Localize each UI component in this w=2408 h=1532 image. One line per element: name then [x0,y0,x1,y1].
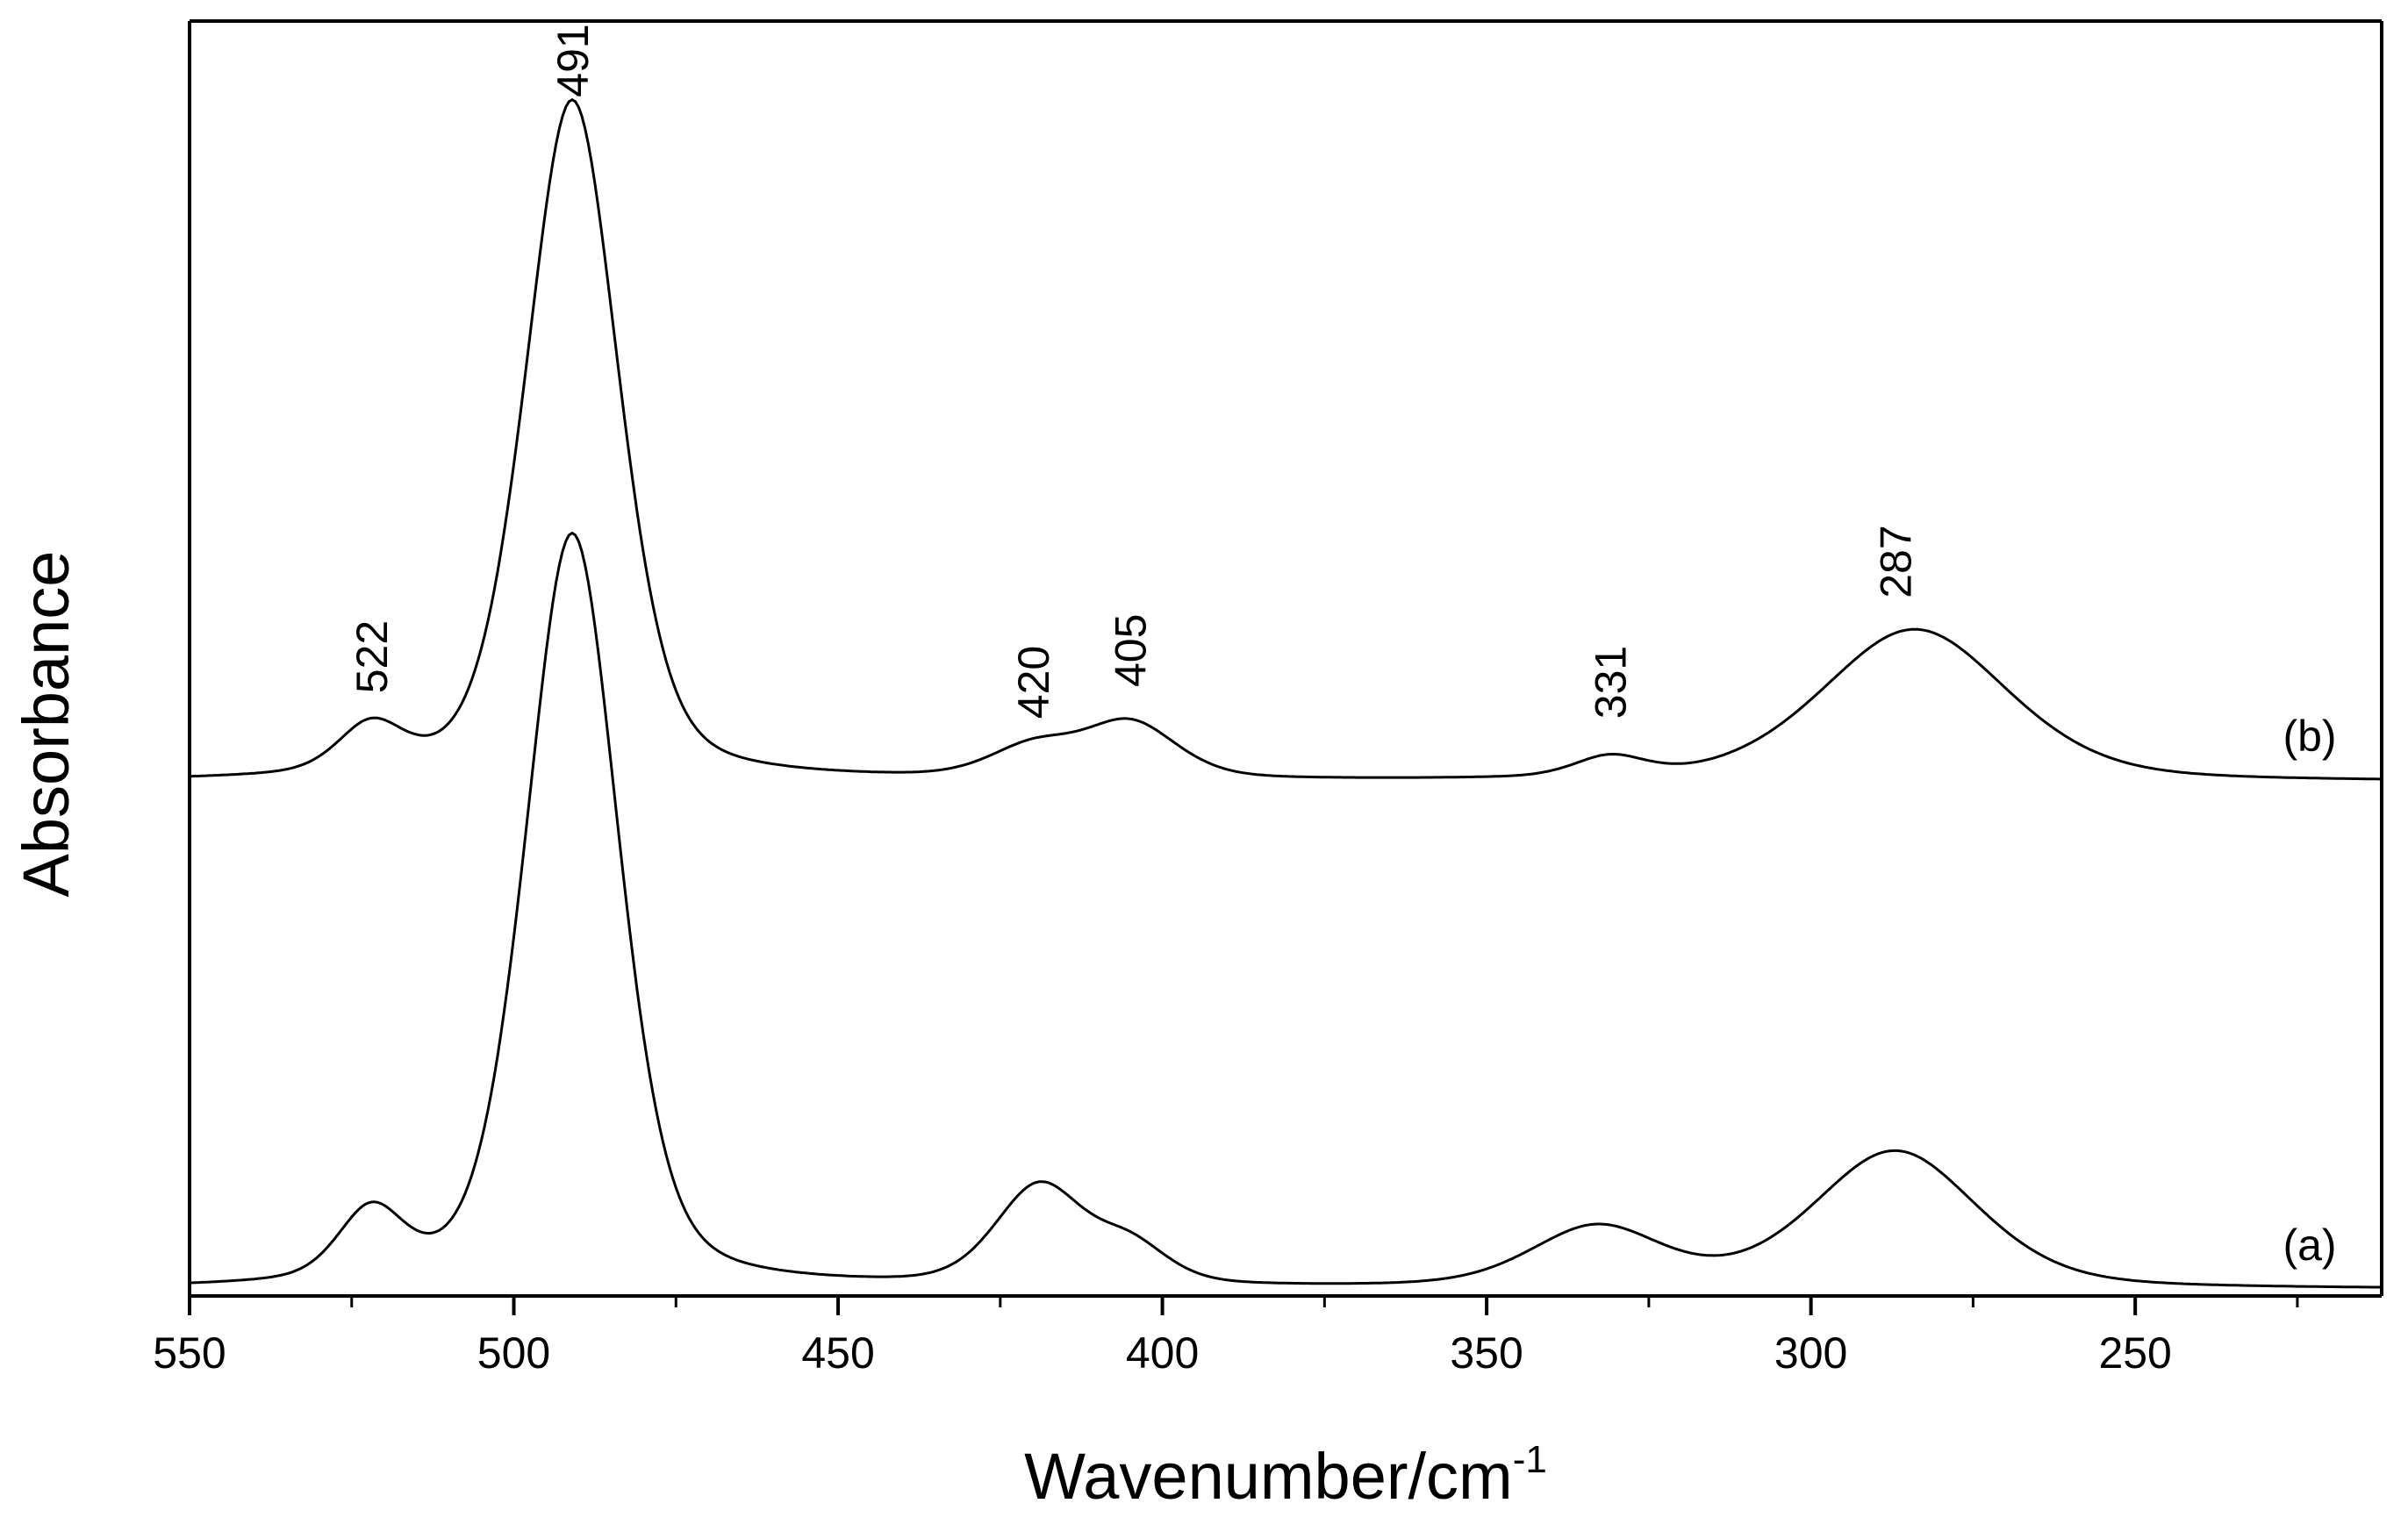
x-tick-label-350: 350 [1450,1328,1523,1378]
x-tick-label-550: 550 [153,1328,226,1378]
peak-annotations: 491 522 420 405 331 287 [348,24,1921,719]
y-axis-title: Absorbance [10,551,82,898]
plot-frame [188,19,2383,1298]
peak-label-491: 491 [548,24,598,97]
peak-label-405: 405 [1107,614,1156,687]
x-tick-label-450: 450 [801,1328,874,1378]
x-axis-ticks [188,1296,2299,1315]
series-label-b: (b) [2283,712,2336,761]
x-tick-label-300: 300 [1774,1328,1847,1378]
x-axis-title: Wavenumber/cm-1 [1024,1438,1547,1513]
x-tick-label-250: 250 [2098,1328,2171,1378]
x-tick-label-400: 400 [1126,1328,1199,1378]
x-axis-title-superscript: -1 [1513,1438,1547,1481]
peak-label-287: 287 [1872,525,1921,598]
x-axis-tick-labels: 550 500 450 400 350 300 250 [153,1328,2172,1378]
series-line-a [189,531,2383,1289]
series-layer: (a) (b) [189,97,2383,1289]
peak-label-331: 331 [1587,646,1636,719]
series-line-b [189,97,2382,781]
series-label-a: (a) [2283,1221,2336,1270]
x-tick-label-500: 500 [477,1328,550,1378]
peak-label-522: 522 [348,620,397,693]
peak-label-420: 420 [1009,646,1058,719]
